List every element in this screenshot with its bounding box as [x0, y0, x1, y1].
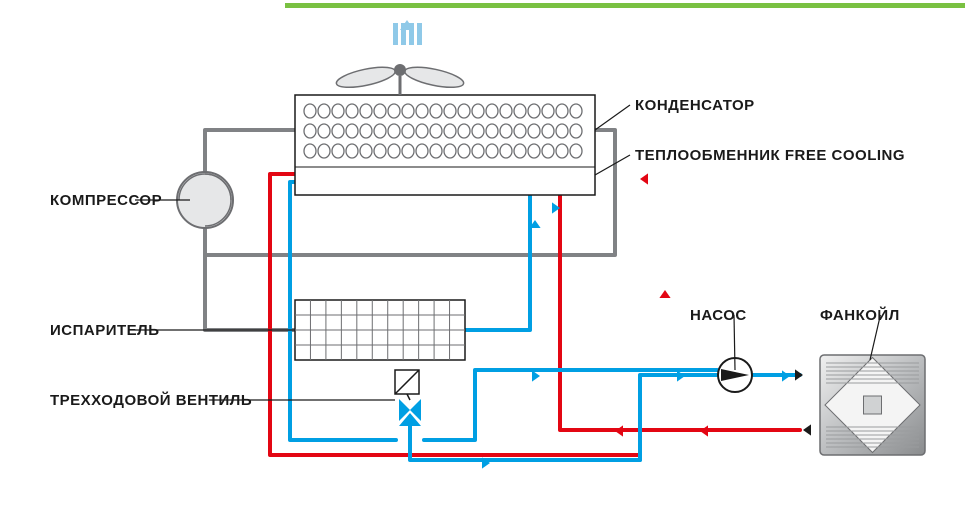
label-fancoil: ФАНКОЙЛ	[820, 306, 900, 324]
label-pump: НАСОС	[690, 307, 747, 324]
hvac-diagram: КОМПРЕССОРИСПАРИТЕЛЬТРЕХХОДОВОЙ ВЕНТИЛЬК…	[0, 0, 970, 508]
label-heatexch: ТЕПЛООБМЕННИК FREE COOLING	[635, 147, 905, 164]
label-condenser: КОНДЕНСАТОР	[635, 97, 755, 114]
top-accent-bar	[285, 3, 965, 8]
